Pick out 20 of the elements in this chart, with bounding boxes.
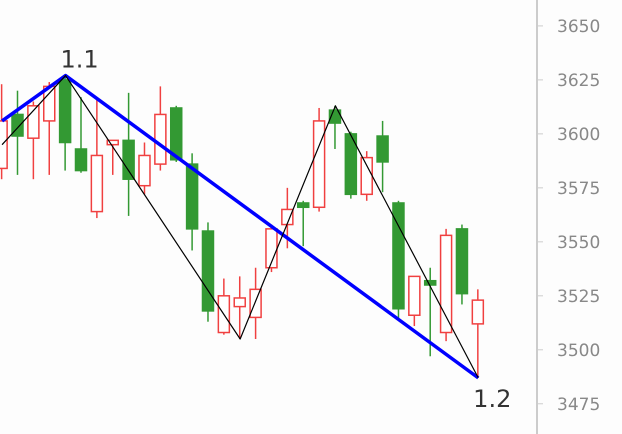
candlestick — [202, 222, 214, 322]
candlestick — [281, 187, 294, 250]
y-tick-label: 3550 — [557, 232, 600, 253]
candlestick — [249, 266, 262, 340]
y-tick-label: 3650 — [557, 16, 600, 37]
candlestick — [424, 266, 436, 358]
candlestick — [233, 276, 246, 340]
candlestick — [376, 120, 389, 193]
y-tick-label: 3575 — [557, 178, 600, 199]
candlestick — [11, 90, 24, 176]
y-tick-label: 3475 — [557, 394, 600, 415]
candlestick — [186, 152, 198, 252]
y-tick-label: 3500 — [557, 340, 600, 361]
annotation: 1.2 — [473, 384, 512, 413]
candlestick — [122, 92, 135, 217]
y-tick-label: 3625 — [557, 70, 600, 91]
candlestick — [360, 150, 373, 202]
y-tick-label: 3600 — [557, 124, 600, 145]
annotation: 1.1 — [60, 46, 99, 74]
y-tick-label: 3525 — [557, 286, 600, 307]
